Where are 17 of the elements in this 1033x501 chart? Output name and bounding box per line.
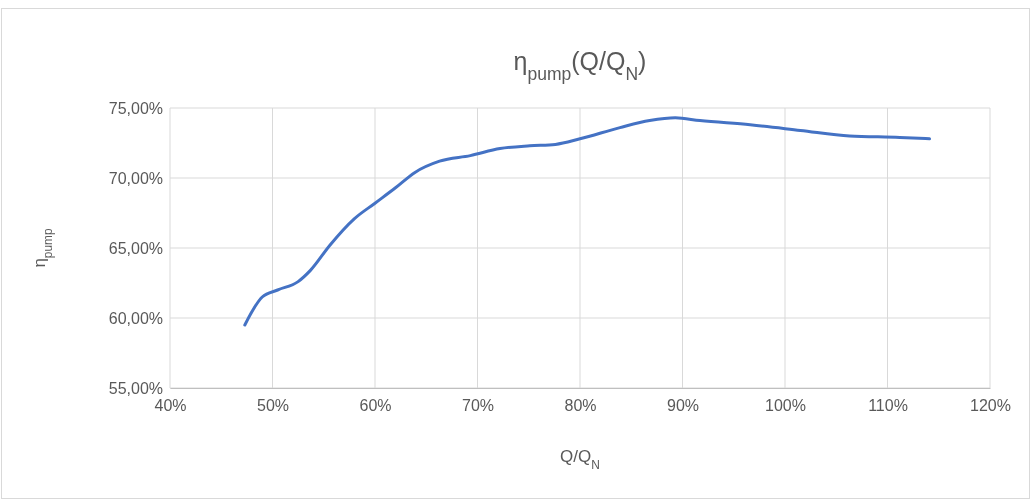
x-axis-title: Q/Q$_{N}$ xyxy=(560,447,600,472)
y-tick-label: 65,00% xyxy=(108,239,163,257)
x-tick-label: 120% xyxy=(970,397,1011,415)
x-tick-label: 70% xyxy=(461,397,495,415)
x-tick-label: 80% xyxy=(564,397,597,415)
x-tick-label: 40% xyxy=(154,397,187,415)
x-tick-label: 90% xyxy=(666,397,700,415)
y-tick-label: 60,00% xyxy=(108,309,163,327)
x-tick-label: 60% xyxy=(359,397,392,415)
y-tick-label: 75,00% xyxy=(108,99,163,117)
y-tick-label: 55,00% xyxy=(108,379,163,397)
y-tick-label: 70,00% xyxy=(108,169,163,187)
x-tick-label: 100% xyxy=(765,397,806,415)
chart-title: η$_{pump}$(Q/Q$_{N}$) xyxy=(513,47,647,84)
line-series xyxy=(243,116,932,327)
x-tick-label: 50% xyxy=(256,397,290,415)
x-tick-label: 110% xyxy=(868,397,908,415)
